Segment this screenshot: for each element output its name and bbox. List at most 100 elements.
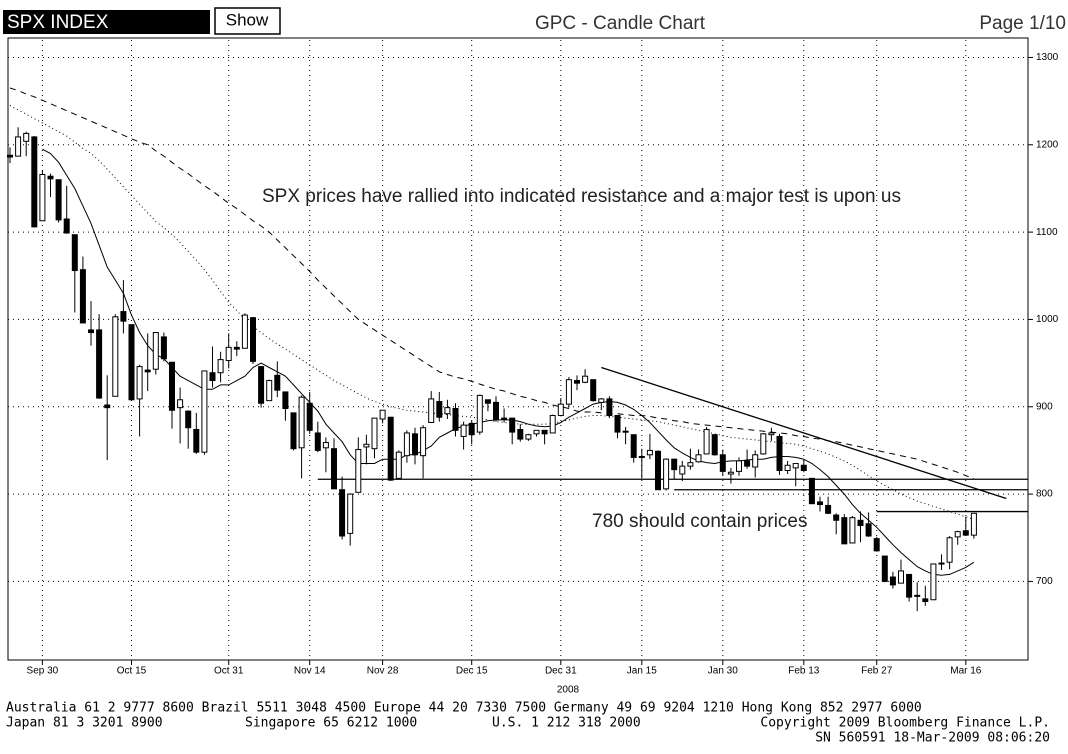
candle-body	[541, 429, 548, 435]
candle-body	[606, 398, 613, 416]
candle-body	[23, 132, 30, 142]
y-tick-label: 900	[1036, 401, 1053, 412]
candle-body	[930, 563, 937, 601]
y-tick-label: 1300	[1036, 52, 1059, 63]
y-tick-label: 1100	[1036, 227, 1058, 238]
candle-body	[906, 573, 913, 598]
candle-body	[468, 422, 475, 436]
trendline	[601, 366, 1007, 500]
candle-body	[363, 443, 370, 448]
footer-text: Australia 61 2 9777 8600 Brazil 5511 304…	[6, 701, 922, 716]
candle-body	[760, 433, 767, 455]
y-tick-label: 800	[1036, 489, 1053, 500]
candle-body	[298, 396, 305, 449]
candle-body	[671, 458, 678, 471]
candle-body	[590, 379, 597, 402]
candle-body	[152, 332, 159, 370]
candle-body	[233, 346, 240, 350]
candle-body	[476, 394, 483, 433]
y-tick-label: 1000	[1036, 314, 1059, 325]
candle-body	[444, 407, 451, 415]
candle-body	[557, 403, 564, 416]
candle-body	[687, 462, 694, 467]
candle-body	[266, 380, 273, 402]
y-tick-label: 700	[1036, 576, 1053, 587]
candle-body	[849, 517, 856, 544]
candle-body	[339, 489, 346, 537]
x-tick-label: Oct 15	[117, 666, 147, 677]
candle-body	[655, 450, 661, 491]
candle-body	[322, 442, 329, 449]
year-label: 2008	[557, 685, 580, 696]
chart-title: GPC - Candle Chart	[535, 13, 706, 34]
candle-body	[501, 417, 508, 420]
candle-body	[452, 408, 459, 431]
candle-body	[970, 512, 977, 536]
footer-text: Copyright 2009 Bloomberg Finance L.P.	[760, 716, 1050, 731]
candle-body	[549, 414, 556, 434]
candle-body	[736, 460, 742, 472]
candle-body	[136, 366, 143, 400]
candle-body	[517, 428, 524, 440]
x-tick-label: Jan 15	[627, 666, 657, 677]
candle-body	[898, 570, 904, 584]
candle-body	[347, 493, 354, 534]
candle-body	[719, 454, 726, 472]
candle-body	[217, 359, 224, 374]
candle-body	[954, 531, 961, 538]
candle-body	[825, 504, 832, 514]
show-button[interactable]	[214, 7, 281, 35]
candle-body	[193, 428, 200, 453]
candle-body	[711, 434, 718, 456]
footer-text: U.S. 1 212 318 2000	[492, 716, 641, 731]
candle-body	[436, 401, 443, 418]
candle-body	[582, 375, 589, 383]
candle-body	[379, 409, 386, 420]
show-label[interactable]: Show	[226, 10, 269, 29]
candle-body	[258, 366, 265, 404]
candle-body	[525, 434, 532, 440]
x-tick-label: Jan 30	[708, 666, 738, 677]
candle-body	[71, 234, 78, 272]
candle-body	[428, 398, 435, 423]
candle-body	[177, 399, 184, 409]
candle-body	[290, 412, 297, 450]
moving-average	[42, 148, 975, 576]
candle-body	[371, 417, 378, 450]
annotation: 780 should contain prices	[592, 511, 807, 532]
candle-body	[533, 429, 540, 435]
candle-body	[792, 463, 799, 469]
candle-body	[833, 514, 840, 521]
candle-body	[63, 218, 70, 234]
x-tick-label: Dec 31	[545, 666, 577, 677]
candle-body	[946, 537, 953, 563]
candle-body	[412, 433, 418, 456]
candle-body	[201, 370, 208, 453]
x-tick-label: Sep 30	[27, 666, 59, 677]
candle-body	[509, 417, 516, 433]
candle-body	[881, 555, 888, 582]
candle-body	[128, 324, 135, 401]
candle-body	[638, 456, 645, 459]
candle-body	[112, 316, 119, 397]
candle-body	[695, 454, 702, 463]
candle-body	[282, 391, 289, 410]
x-tick-label: Nov 14	[294, 666, 326, 677]
candle-body	[250, 317, 256, 362]
candle-body	[630, 434, 637, 458]
candle-body	[752, 454, 759, 468]
candle-body	[646, 449, 653, 456]
candle-body	[403, 432, 410, 457]
candle-body	[598, 398, 605, 403]
candle-body	[306, 402, 313, 431]
candle-body	[120, 311, 127, 322]
x-tick-label: Oct 31	[214, 666, 244, 677]
candle-body	[679, 465, 686, 475]
candle-body	[622, 430, 629, 433]
candle-body	[39, 173, 46, 222]
candle-body	[104, 404, 111, 409]
y-tick-label: 1200	[1036, 139, 1059, 150]
candle-body	[841, 517, 848, 545]
candle-body	[574, 380, 580, 384]
